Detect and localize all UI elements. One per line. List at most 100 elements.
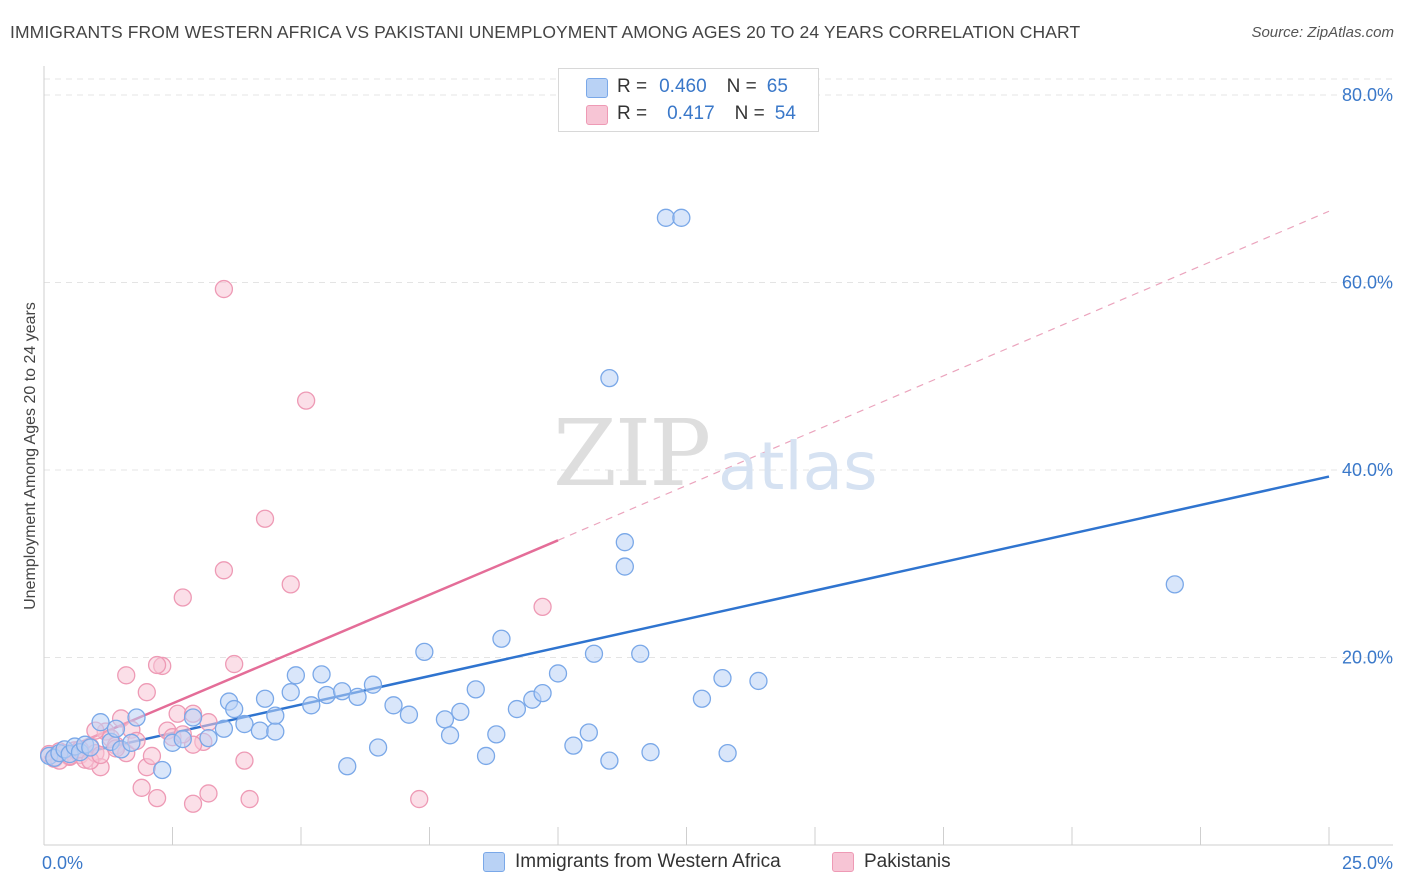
western-africa-point <box>399 705 419 724</box>
pakistanis-point <box>533 597 552 617</box>
western-africa-point <box>266 722 285 741</box>
western-africa-point <box>507 699 527 719</box>
r-label: R = <box>617 103 648 124</box>
legend-swatch-western-africa <box>586 78 608 98</box>
tick-labels: 20.0% 40.0% 60.0% 80.0% 0.0% 25.0% <box>42 85 1393 873</box>
western-africa-points <box>39 208 1184 780</box>
pakistanis-point <box>281 575 300 594</box>
western-africa-point <box>440 726 460 745</box>
western-africa-point <box>225 699 244 719</box>
pakistanis-point <box>255 509 275 528</box>
western-africa-point <box>451 702 470 722</box>
western-africa-point <box>173 729 192 749</box>
western-africa-point <box>600 368 619 388</box>
western-africa-point <box>435 710 455 729</box>
western-africa-point <box>368 738 388 757</box>
pakistanis-point <box>147 655 167 675</box>
source-label: Source: ZipAtlas.com <box>1251 24 1394 41</box>
western-africa-point <box>672 208 691 227</box>
western-africa-trend-line <box>43 475 1330 763</box>
legend-swatch-pakistanis <box>586 105 608 125</box>
bottom-legend-label: Immigrants from Western Africa <box>515 851 781 872</box>
gridlines <box>44 78 1393 658</box>
western-africa-point <box>302 696 321 715</box>
western-africa-point <box>384 696 403 715</box>
bottom-legend-swatch <box>832 852 854 872</box>
western-africa-point <box>183 708 203 727</box>
western-africa-point <box>579 723 598 742</box>
x-tick-label: 0.0% <box>42 853 83 873</box>
western-africa-point <box>615 533 634 552</box>
western-africa-point <box>153 760 172 780</box>
watermark-atlas: atlas <box>718 428 878 505</box>
pakistanis-point <box>214 561 234 580</box>
x-tick-label: 25.0% <box>1342 853 1393 873</box>
western-africa-point <box>749 671 768 691</box>
western-africa-point <box>548 664 568 683</box>
r-value: 0.417 <box>667 103 715 124</box>
pakistanis-trend-extension <box>557 210 1330 541</box>
axes <box>43 66 1393 846</box>
pakistanis-point <box>214 279 234 299</box>
bottom-legend-pakistanis: Pakistanis <box>832 851 951 873</box>
n-label: N = <box>734 103 765 124</box>
western-africa-point <box>718 743 737 763</box>
n-value: 65 <box>766 76 788 97</box>
pakistanis-point <box>117 666 136 685</box>
western-africa-point <box>487 725 506 744</box>
chart-title: IMMIGRANTS FROM WESTERN AFRICA VS PAKIST… <box>10 22 1081 42</box>
western-africa-point <box>281 683 300 702</box>
western-africa-point <box>584 644 604 663</box>
western-africa-point <box>317 685 336 705</box>
watermark-zip: ZIP <box>553 400 711 507</box>
western-africa-point <box>713 668 732 688</box>
pakistanis-point <box>183 794 203 813</box>
western-africa-point <box>106 719 126 738</box>
western-africa-point <box>127 708 146 727</box>
pakistanis-point <box>147 788 167 808</box>
pakistanis-point <box>199 713 218 732</box>
western-africa-point <box>533 683 552 703</box>
western-africa-point <box>692 689 712 708</box>
correlation-legend: R = 0.460 N = 65 R = 0.417 N = 54 <box>558 68 819 132</box>
legend-row-pakistanis: R = 0.417 N = 54 <box>617 103 796 125</box>
western-africa-point <box>250 721 270 740</box>
western-africa-point <box>615 557 634 576</box>
y-tick-label: 20.0% <box>1342 648 1393 668</box>
western-africa-point <box>199 728 218 748</box>
western-africa-point <box>656 208 676 227</box>
legend-row-western-africa: R = 0.460 N = 65 <box>617 76 788 98</box>
y-axis-label: Unemployment Among Ages 20 to 24 years <box>22 302 39 610</box>
pakistanis-point <box>173 588 192 607</box>
y-tick-label: 40.0% <box>1342 460 1393 480</box>
western-africa-point <box>1165 575 1184 594</box>
western-africa-point <box>332 682 352 701</box>
bottom-legend-label: Pakistanis <box>864 851 951 872</box>
pakistanis-point <box>240 789 259 809</box>
y-tick-label: 80.0% <box>1342 85 1393 105</box>
r-label: R = <box>617 76 648 97</box>
pakistanis-point <box>410 789 429 809</box>
n-value: 54 <box>774 103 796 124</box>
pakistanis-point <box>142 746 162 766</box>
pakistanis-point <box>235 751 254 770</box>
western-africa-point <box>286 666 306 685</box>
western-africa-point <box>338 757 357 776</box>
pakistanis-point <box>296 391 316 410</box>
r-value: 0.460 <box>659 76 707 97</box>
western-africa-point <box>91 713 110 732</box>
western-africa-point <box>466 680 485 699</box>
pakistanis-point <box>132 778 151 797</box>
western-africa-point <box>81 738 100 757</box>
western-africa-point <box>312 665 331 684</box>
western-africa-point <box>348 687 367 707</box>
western-africa-point <box>476 746 496 766</box>
bottom-legend-western-africa: Immigrants from Western Africa <box>483 851 781 873</box>
western-africa-point <box>363 675 383 694</box>
pakistanis-point <box>137 683 156 702</box>
western-africa-point <box>266 706 285 725</box>
western-africa-point <box>255 689 275 708</box>
pakistanis-point <box>199 784 218 803</box>
western-africa-point <box>415 642 434 662</box>
pakistanis-point <box>168 704 187 723</box>
